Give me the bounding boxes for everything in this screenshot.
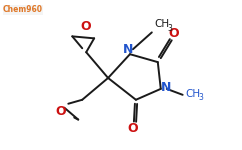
- Text: O: O: [128, 122, 138, 135]
- Text: CH: CH: [186, 89, 201, 99]
- Text: Chem960: Chem960: [3, 5, 43, 14]
- Text: O: O: [55, 105, 66, 118]
- Text: N: N: [123, 43, 133, 56]
- Text: CH: CH: [155, 20, 170, 29]
- Text: O: O: [80, 20, 91, 33]
- Text: N: N: [160, 81, 171, 94]
- Text: 3: 3: [198, 93, 204, 102]
- Text: O: O: [168, 27, 179, 40]
- Text: 3: 3: [168, 24, 173, 33]
